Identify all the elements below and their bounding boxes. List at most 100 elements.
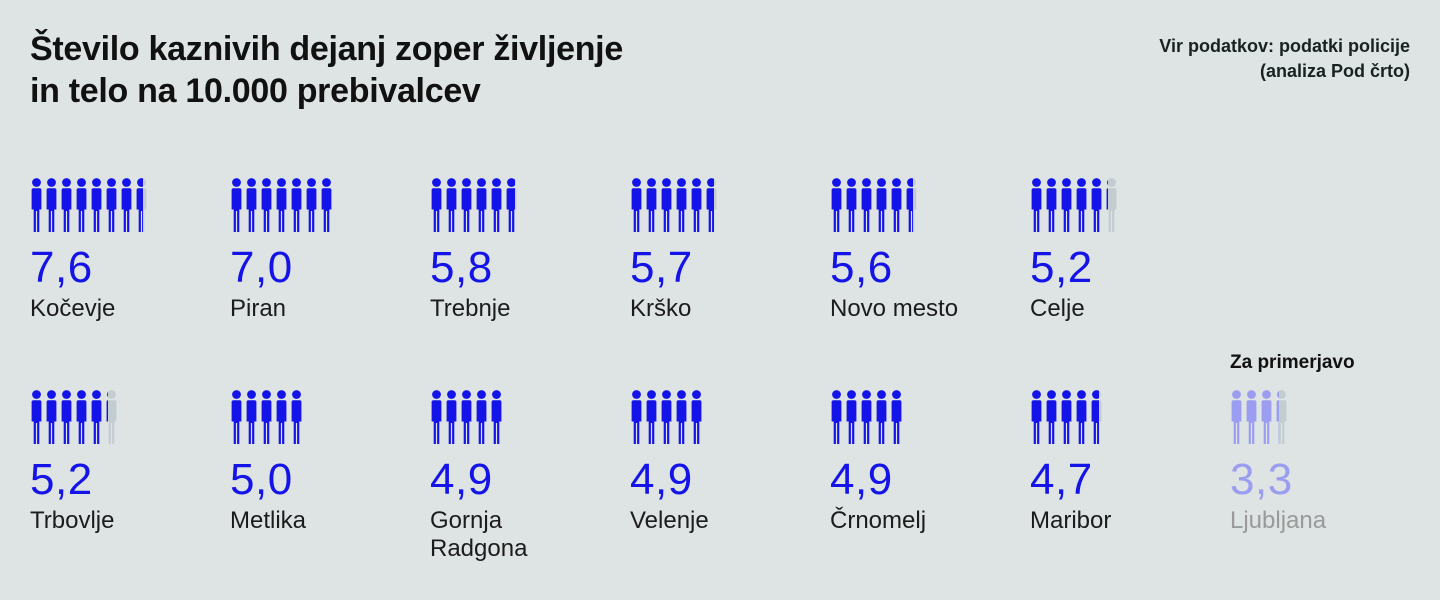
- person-icon: [260, 178, 273, 232]
- person-icon: [875, 178, 888, 232]
- person-icon: [60, 178, 73, 232]
- person-icon: [230, 390, 243, 444]
- person-icon: [460, 390, 473, 444]
- person-icon: [290, 390, 303, 444]
- city-cell-novo-mesto: 5,6 Novo mesto: [830, 178, 1030, 323]
- pictogram-icons: [230, 178, 430, 232]
- page-title-line-1: Število kaznivih dejanj zoper življenje: [30, 30, 623, 68]
- city-name: Trebnje: [430, 295, 511, 322]
- person-icon: [430, 390, 443, 444]
- person-icon: [120, 178, 133, 232]
- person-icon-partial: [705, 178, 718, 232]
- page-title-line-2: in telo na 10.000 prebivalcev: [30, 72, 481, 110]
- person-icon: [1260, 390, 1273, 444]
- person-icon: [1075, 390, 1088, 444]
- person-icon-partial: [505, 178, 518, 232]
- person-icon: [30, 178, 43, 232]
- person-icon: [675, 178, 688, 232]
- city-value: 5,6: [830, 243, 893, 292]
- person-icon: [830, 390, 843, 444]
- city-value: 5,8: [430, 243, 493, 292]
- city-name: Trbovlje: [30, 507, 115, 534]
- person-icon-partial: [1090, 390, 1103, 444]
- person-icon: [1060, 178, 1073, 232]
- person-icon: [645, 178, 658, 232]
- person-icon: [1030, 390, 1043, 444]
- city-cell-trebnje: 5,8 Trebnje: [430, 178, 630, 323]
- person-icon: [660, 390, 673, 444]
- person-icon: [45, 390, 58, 444]
- person-icon: [630, 178, 643, 232]
- city-value: 7,0: [230, 243, 293, 292]
- person-icon: [245, 390, 258, 444]
- pictogram-icons: [430, 390, 630, 444]
- person-icon: [90, 390, 103, 444]
- person-icon: [1045, 178, 1058, 232]
- city-cell-velenje: 4,9 Velenje: [630, 352, 830, 563]
- person-icon: [230, 178, 243, 232]
- city-value: 4,9: [630, 455, 693, 504]
- person-icon: [1090, 178, 1103, 232]
- person-icon: [845, 178, 858, 232]
- city-cell-gornja-radgona: 4,9 Gornja Radgona: [430, 352, 630, 563]
- person-icon: [245, 178, 258, 232]
- person-icon: [660, 178, 673, 232]
- person-icon: [1045, 390, 1058, 444]
- city-cell-kočevje: 7,6 Kočevje: [30, 178, 230, 323]
- person-icon: [275, 178, 288, 232]
- person-icon: [1075, 178, 1088, 232]
- person-icon: [490, 178, 503, 232]
- city-value: 3,3: [1230, 455, 1293, 504]
- person-icon: [445, 178, 458, 232]
- person-icon-partial: [905, 178, 918, 232]
- person-icon: [890, 178, 903, 232]
- pictogram-icons: [630, 178, 830, 232]
- city-value: 7,6: [30, 243, 93, 292]
- city-value: 5,2: [1030, 243, 1093, 292]
- person-icon: [430, 178, 443, 232]
- person-icon-partial: [490, 390, 503, 444]
- page-title: Število kaznivih dejanj zoper življenje i…: [30, 28, 623, 112]
- person-icon: [60, 390, 73, 444]
- person-icon: [875, 390, 888, 444]
- person-icon: [45, 178, 58, 232]
- city-name: Črnomelj: [830, 507, 927, 534]
- person-icon: [445, 390, 458, 444]
- person-icon: [305, 178, 318, 232]
- person-icon-partial: [1105, 178, 1118, 232]
- pictogram-row-2: 5,2 Trbovlje 5,0 Metlika 4,9 Gornja Radgona 4,…: [30, 352, 1430, 563]
- city-value: 5,7: [630, 243, 693, 292]
- pictogram-icons: [830, 178, 1030, 232]
- person-icon: [1230, 390, 1243, 444]
- pictogram-icons: [1030, 390, 1230, 444]
- pictogram-icons: [230, 390, 430, 444]
- data-source: Vir podatkov: podatki policije (analiza P…: [1159, 34, 1410, 84]
- person-icon: [320, 178, 333, 232]
- city-name: Gornja Radgona: [430, 507, 528, 562]
- city-name: Velenje: [630, 507, 709, 534]
- pictogram-icons: [1230, 390, 1430, 444]
- person-icon: [275, 390, 288, 444]
- person-icon: [30, 390, 43, 444]
- comparison-label: Za primerjavo: [1230, 352, 1355, 373]
- person-icon-partial: [690, 390, 703, 444]
- city-name: Celje: [1030, 295, 1085, 322]
- city-name: Metlika: [230, 507, 307, 534]
- city-name: Kočevje: [30, 295, 116, 322]
- city-name: Maribor: [1030, 507, 1112, 534]
- pictogram-icons: [630, 390, 830, 444]
- data-source-line-1: Vir podatkov: podatki policije: [1159, 36, 1410, 56]
- person-icon: [75, 178, 88, 232]
- city-cell-maribor: 4,7 Maribor: [1030, 352, 1230, 563]
- person-icon: [475, 390, 488, 444]
- person-icon: [645, 390, 658, 444]
- person-icon: [860, 178, 873, 232]
- city-value: 4,7: [1030, 455, 1093, 504]
- city-name: Krško: [630, 295, 692, 322]
- person-icon: [1245, 390, 1258, 444]
- city-name: Piran: [230, 295, 287, 322]
- city-cell-piran: 7,0 Piran: [230, 178, 430, 323]
- city-value: 4,9: [430, 455, 493, 504]
- city-cell-krško: 5,7 Krško: [630, 178, 830, 323]
- pictogram-icons: [30, 390, 230, 444]
